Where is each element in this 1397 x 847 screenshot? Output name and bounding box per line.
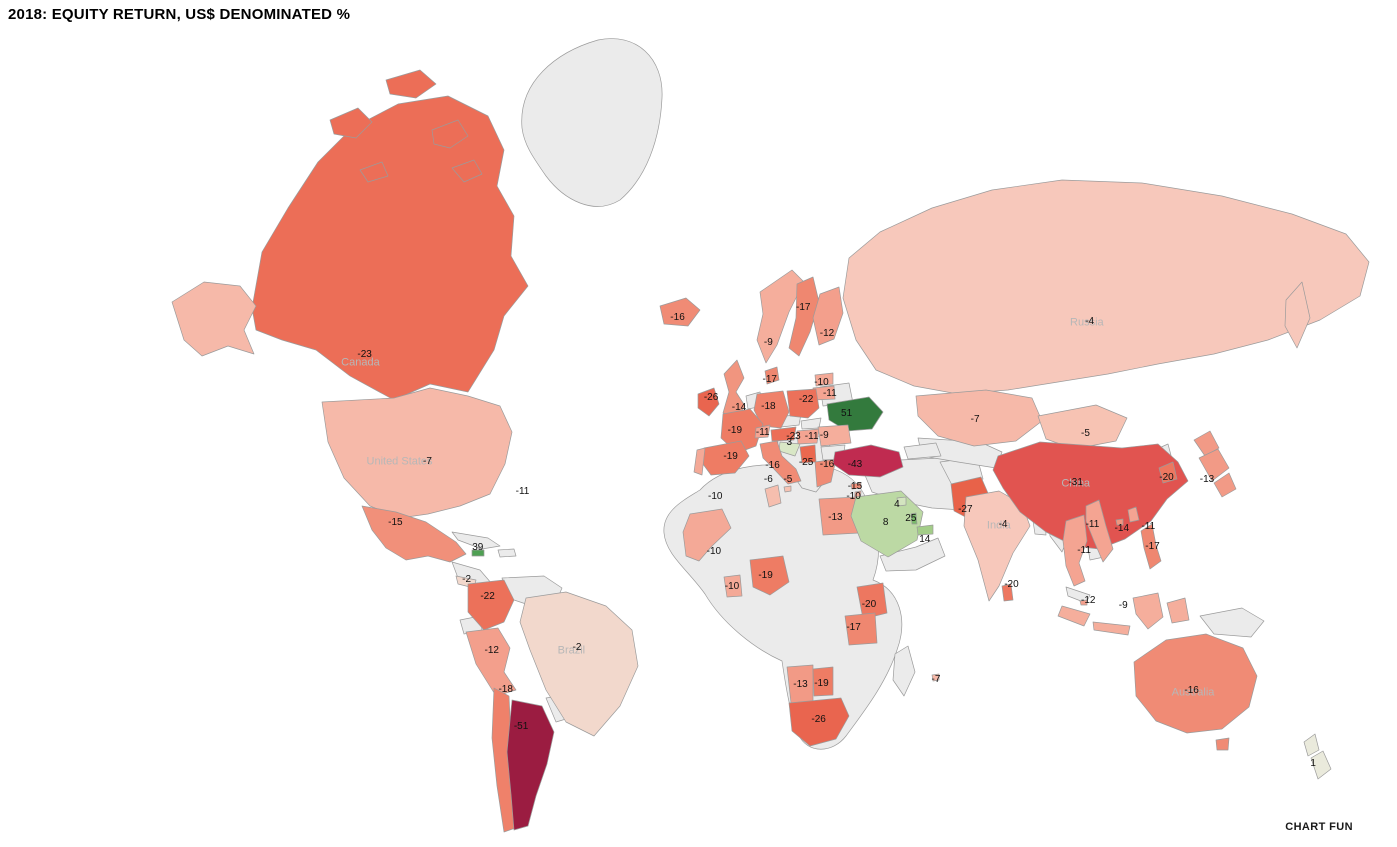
- landmass-hispaniola: [497, 548, 517, 558]
- country-russia[interactable]: [842, 179, 1370, 395]
- country-canada-arctic-1[interactable]: [329, 107, 373, 139]
- country-morocco[interactable]: [682, 508, 732, 562]
- country-peru[interactable]: [465, 627, 517, 697]
- country-france[interactable]: [720, 408, 764, 454]
- country-hungary[interactable]: [796, 428, 820, 445]
- country-canada-arctic-2[interactable]: [385, 69, 437, 99]
- country-ukraine[interactable]: [826, 396, 884, 432]
- country-mongolia[interactable]: [1037, 404, 1128, 450]
- page-title: 2018: EQUITY RETURN, US$ DENOMINATED %: [8, 6, 351, 23]
- country-uae[interactable]: [916, 524, 934, 536]
- country-canada-arctic-4[interactable]: [451, 159, 483, 183]
- country-hong-kong[interactable]: [1115, 518, 1124, 526]
- country-jamaica[interactable]: [471, 549, 485, 557]
- country-italy[interactable]: [759, 440, 802, 485]
- country-united-kingdom[interactable]: [722, 359, 746, 420]
- country-austria[interactable]: [770, 426, 797, 442]
- country-canada[interactable]: [251, 95, 529, 401]
- country-thailand[interactable]: [1062, 514, 1088, 587]
- country-ireland[interactable]: [697, 387, 720, 417]
- landmass-new-guinea: [1199, 607, 1265, 638]
- landmass-caucasus: [903, 442, 942, 460]
- country-indonesia-sumatra[interactable]: [1057, 605, 1091, 627]
- country-japan-3[interactable]: [1213, 472, 1237, 498]
- country-south-korea[interactable]: [1158, 461, 1178, 484]
- country-indonesia-java[interactable]: [1092, 621, 1131, 636]
- country-australia[interactable]: [1133, 633, 1258, 734]
- country-kuwait[interactable]: [896, 496, 907, 507]
- country-south-africa[interactable]: [788, 697, 850, 747]
- country-norway[interactable]: [756, 269, 805, 364]
- country-nigeria[interactable]: [749, 555, 790, 596]
- landmass-madagascar: [892, 645, 916, 697]
- landmass-greenland: [521, 38, 663, 207]
- watermark: CHART FUN: [1285, 821, 1353, 833]
- country-canada-arctic-3[interactable]: [431, 119, 469, 149]
- landmass-yemen-oman: [879, 537, 946, 572]
- country-united-states[interactable]: [321, 387, 513, 519]
- country-philippines[interactable]: [1140, 523, 1162, 570]
- country-singapore[interactable]: [1079, 599, 1088, 606]
- country-germany[interactable]: [753, 390, 790, 429]
- landmass-cuba: [451, 531, 501, 550]
- country-tanzania[interactable]: [844, 612, 878, 646]
- country-taiwan[interactable]: [1127, 506, 1140, 523]
- country-kenya[interactable]: [856, 582, 888, 620]
- landmass-africa: [663, 464, 903, 750]
- country-new-zealand-south[interactable]: [1310, 750, 1332, 780]
- country-indonesia-sulawesi[interactable]: [1166, 597, 1190, 624]
- country-denmark[interactable]: [764, 366, 780, 385]
- country-russia-kamchatka[interactable]: [1284, 281, 1311, 349]
- country-estonia[interactable]: [814, 372, 834, 387]
- country-vietnam[interactable]: [1085, 499, 1114, 563]
- country-japan-1[interactable]: [1193, 430, 1220, 457]
- country-colombia[interactable]: [467, 579, 515, 631]
- country-qatar[interactable]: [910, 512, 918, 525]
- country-malta[interactable]: [783, 485, 792, 493]
- country-australia-tasmania[interactable]: [1215, 737, 1230, 751]
- country-alaska[interactable]: [171, 281, 257, 357]
- country-indonesia-borneo[interactable]: [1132, 592, 1164, 630]
- country-ghana[interactable]: [723, 574, 743, 598]
- country-serbia[interactable]: [799, 444, 817, 464]
- country-sweden[interactable]: [788, 276, 820, 357]
- country-portugal[interactable]: [693, 447, 706, 476]
- country-botswana[interactable]: [812, 666, 834, 697]
- country-switzerland[interactable]: [754, 424, 771, 439]
- country-tunisia[interactable]: [764, 484, 782, 508]
- country-namibia[interactable]: [786, 664, 814, 704]
- country-kazakhstan[interactable]: [915, 389, 1043, 447]
- country-saudi-arabia[interactable]: [850, 490, 924, 558]
- country-iceland[interactable]: [659, 297, 701, 327]
- country-turkey[interactable]: [832, 444, 904, 478]
- country-china[interactable]: [992, 441, 1189, 550]
- country-mexico[interactable]: [361, 505, 467, 563]
- country-canada-arctic-5[interactable]: [359, 161, 389, 183]
- country-brazil[interactable]: [519, 591, 639, 737]
- country-cyprus[interactable]: [850, 482, 862, 490]
- country-new-zealand-north[interactable]: [1303, 733, 1320, 757]
- country-finland[interactable]: [812, 286, 844, 346]
- country-greece[interactable]: [814, 458, 837, 488]
- country-argentina[interactable]: [506, 699, 555, 831]
- country-mauritius[interactable]: [931, 673, 940, 682]
- country-romania[interactable]: [817, 424, 852, 447]
- country-poland[interactable]: [786, 388, 820, 419]
- country-sri-lanka[interactable]: [1001, 583, 1014, 602]
- country-japan-2[interactable]: [1198, 448, 1230, 482]
